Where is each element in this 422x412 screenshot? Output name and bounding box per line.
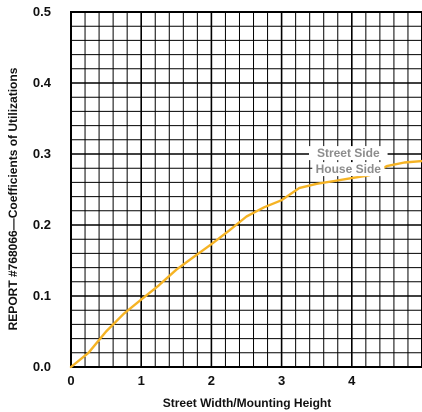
x-tick-label: 1: [138, 373, 145, 388]
x-tick-label: 2: [208, 373, 215, 388]
y-tick-label: 0.3: [33, 146, 51, 161]
x-axis-title: Street Width/Mounting Height: [163, 396, 332, 410]
x-tick-label: 3: [278, 373, 285, 388]
series-line-1: [69, 159, 422, 369]
plot-frame: [70, 11, 422, 368]
house-side-label: House Side: [316, 162, 382, 176]
y-axis-title: REPORT #768066—Coefficients of Utilizati…: [6, 67, 20, 330]
y-tick-label: 0.5: [33, 4, 51, 19]
series-lines: [69, 159, 422, 369]
x-tick-label: 4: [348, 373, 356, 388]
house-side-label-bg: [312, 162, 385, 177]
y-tick-label: 0.0: [33, 359, 51, 374]
chart-grid: [70, 11, 422, 368]
y-tick-label: 0.2: [33, 217, 51, 232]
street-side-label-bg: [308, 146, 388, 161]
tick-labels: 0 1 2 3 4 0.0 0.1 0.2 0.3 0.4 0.5: [33, 4, 356, 388]
x-tick-label: 0: [67, 373, 74, 388]
y-tick-label: 0.4: [33, 75, 52, 90]
street-side-label: Street Side: [317, 146, 380, 160]
y-tick-label: 0.1: [33, 288, 51, 303]
series-labels: Street Side House Side: [308, 146, 388, 177]
